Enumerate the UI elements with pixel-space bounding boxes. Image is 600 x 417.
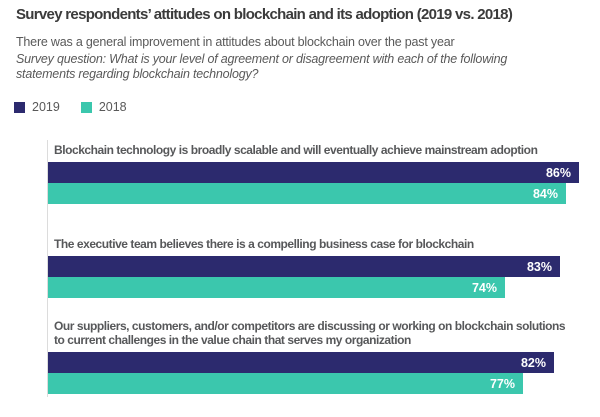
bar-2019: 86%	[48, 162, 579, 183]
legend-item-2018: 2018	[80, 100, 127, 114]
legend-swatch-icon	[80, 101, 92, 113]
bar-value-label: 77%	[489, 376, 515, 391]
bar-pair: 82% 77%	[48, 352, 565, 394]
bar-group-label-line: Our suppliers, customers, and/or competi…	[54, 319, 566, 333]
bar-group: Our suppliers, customers, and/or competi…	[48, 319, 566, 394]
survey-question: Survey question: What is your level of a…	[16, 52, 507, 82]
bar-group: Blockchain technology is broadly scalabl…	[48, 143, 579, 204]
chart-subtitle: There was a general improvement in attit…	[16, 35, 455, 49]
chart-title: Survey respondents’ attitudes on blockch…	[16, 6, 513, 23]
bar-2019: 83%	[48, 256, 560, 277]
legend-label: 2018	[98, 100, 127, 114]
bar-2018: 77%	[48, 373, 523, 394]
bar-group-label-line: The executive team believes there is a c…	[54, 237, 474, 251]
bar-group-label: The executive team believes there is a c…	[54, 237, 560, 251]
legend-label: 2019	[32, 100, 60, 114]
survey-question-line-1: Survey question: What is your level of a…	[16, 52, 508, 66]
bar-group-label: Blockchain technology is broadly scalabl…	[54, 143, 579, 157]
bar-value-label: 86%	[545, 165, 571, 180]
legend: 2019 2018	[14, 100, 127, 114]
survey-question-line-2: statements regarding blockchain technolo…	[16, 67, 259, 81]
bar-value-label: 82%	[520, 355, 546, 370]
bar-value-label: 83%	[526, 259, 552, 274]
bar-value-label: 74%	[471, 280, 497, 295]
bar-group-label-line: to current challenges in the value chain…	[54, 333, 411, 347]
bar-2018: 74%	[48, 277, 505, 298]
bar-2018: 84%	[48, 183, 566, 204]
bar-2019: 82%	[48, 352, 554, 373]
bar-group-label: Our suppliers, customers, and/or competi…	[54, 319, 566, 347]
bar-group: The executive team believes there is a c…	[48, 237, 560, 298]
bar-pair: 86% 84%	[48, 162, 579, 204]
bar-pair: 83% 74%	[48, 256, 560, 298]
bar-value-label: 84%	[532, 186, 558, 201]
legend-item-2019: 2019	[14, 100, 60, 114]
legend-swatch-icon	[14, 101, 25, 113]
axis-line	[47, 140, 48, 397]
bar-group-label-line: Blockchain technology is broadly scalabl…	[54, 143, 538, 157]
